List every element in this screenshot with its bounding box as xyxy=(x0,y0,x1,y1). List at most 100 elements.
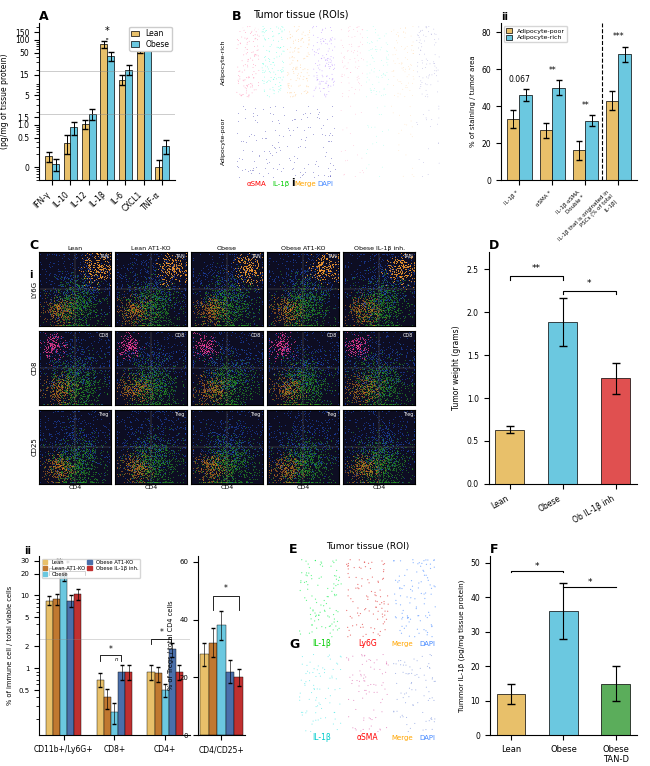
Point xyxy=(59,386,70,398)
Point xyxy=(52,385,62,398)
Point xyxy=(384,460,394,472)
Point xyxy=(294,457,305,469)
Point xyxy=(351,447,361,459)
Point xyxy=(148,410,159,422)
Point xyxy=(376,347,387,359)
Point xyxy=(83,472,94,484)
Point xyxy=(252,466,262,479)
Point xyxy=(162,331,172,343)
Point xyxy=(365,349,376,361)
Point xyxy=(62,450,72,462)
Point xyxy=(350,457,360,470)
Point xyxy=(151,311,161,323)
Point xyxy=(289,385,299,398)
Point xyxy=(209,374,219,386)
Point xyxy=(226,319,237,331)
Point xyxy=(139,311,150,323)
Point xyxy=(373,281,384,293)
Point xyxy=(60,283,70,295)
Point xyxy=(310,365,320,378)
Point xyxy=(215,346,226,358)
Point xyxy=(211,379,222,391)
Point xyxy=(147,441,157,453)
Point xyxy=(53,356,63,368)
Point xyxy=(214,377,225,389)
Point xyxy=(288,378,298,391)
Point xyxy=(53,378,63,391)
Point xyxy=(137,444,148,457)
Point xyxy=(52,398,62,410)
Point xyxy=(139,372,150,385)
Point xyxy=(234,433,244,445)
Point xyxy=(130,368,140,381)
Point xyxy=(298,70,309,83)
Point xyxy=(138,447,149,459)
Point xyxy=(290,296,300,308)
Point xyxy=(289,386,299,398)
Point xyxy=(367,451,377,463)
Point xyxy=(298,378,309,390)
Point xyxy=(65,429,75,441)
Point xyxy=(66,319,77,331)
Point xyxy=(297,273,307,286)
Point xyxy=(205,378,215,390)
Point xyxy=(301,288,311,300)
Point xyxy=(250,270,260,282)
Point xyxy=(124,411,135,423)
Point xyxy=(332,363,343,375)
Point xyxy=(144,364,154,376)
Point xyxy=(306,306,317,318)
Point xyxy=(354,303,365,315)
Point xyxy=(361,381,372,394)
Point xyxy=(210,372,220,385)
Point xyxy=(216,300,226,313)
Point xyxy=(367,283,378,295)
Point xyxy=(179,381,189,393)
Point xyxy=(202,385,212,397)
Point xyxy=(305,383,315,395)
Point xyxy=(272,461,283,473)
Point xyxy=(67,316,77,328)
Point xyxy=(364,443,374,455)
Point xyxy=(81,394,92,407)
Point xyxy=(349,297,359,309)
Point xyxy=(248,259,258,271)
Point xyxy=(157,300,167,312)
Point xyxy=(365,316,375,328)
Point xyxy=(146,296,156,309)
Point xyxy=(304,305,315,317)
Point xyxy=(56,457,66,469)
Point xyxy=(312,319,322,331)
Point xyxy=(332,330,343,342)
Point xyxy=(137,421,148,433)
Point xyxy=(88,352,98,364)
Point xyxy=(227,464,237,476)
Point xyxy=(156,340,166,352)
Point xyxy=(40,460,50,473)
Point xyxy=(79,345,90,357)
Point xyxy=(157,385,168,397)
Point xyxy=(267,440,278,453)
Point xyxy=(378,366,388,378)
Point xyxy=(294,357,305,369)
Point xyxy=(254,353,265,365)
Point xyxy=(218,455,229,467)
Point xyxy=(125,355,135,368)
Point xyxy=(362,37,372,49)
Point xyxy=(359,362,369,375)
Point xyxy=(276,461,286,473)
Point xyxy=(328,474,338,486)
Point xyxy=(346,350,356,362)
Point xyxy=(202,447,213,460)
Point xyxy=(284,284,294,296)
Point xyxy=(135,248,145,260)
Point xyxy=(120,375,130,388)
Point xyxy=(237,319,248,331)
Point xyxy=(346,345,356,358)
Point xyxy=(159,379,169,391)
Point xyxy=(220,350,231,362)
Point xyxy=(304,319,315,331)
Point xyxy=(51,393,62,405)
Point xyxy=(367,571,378,583)
Point xyxy=(142,464,152,476)
